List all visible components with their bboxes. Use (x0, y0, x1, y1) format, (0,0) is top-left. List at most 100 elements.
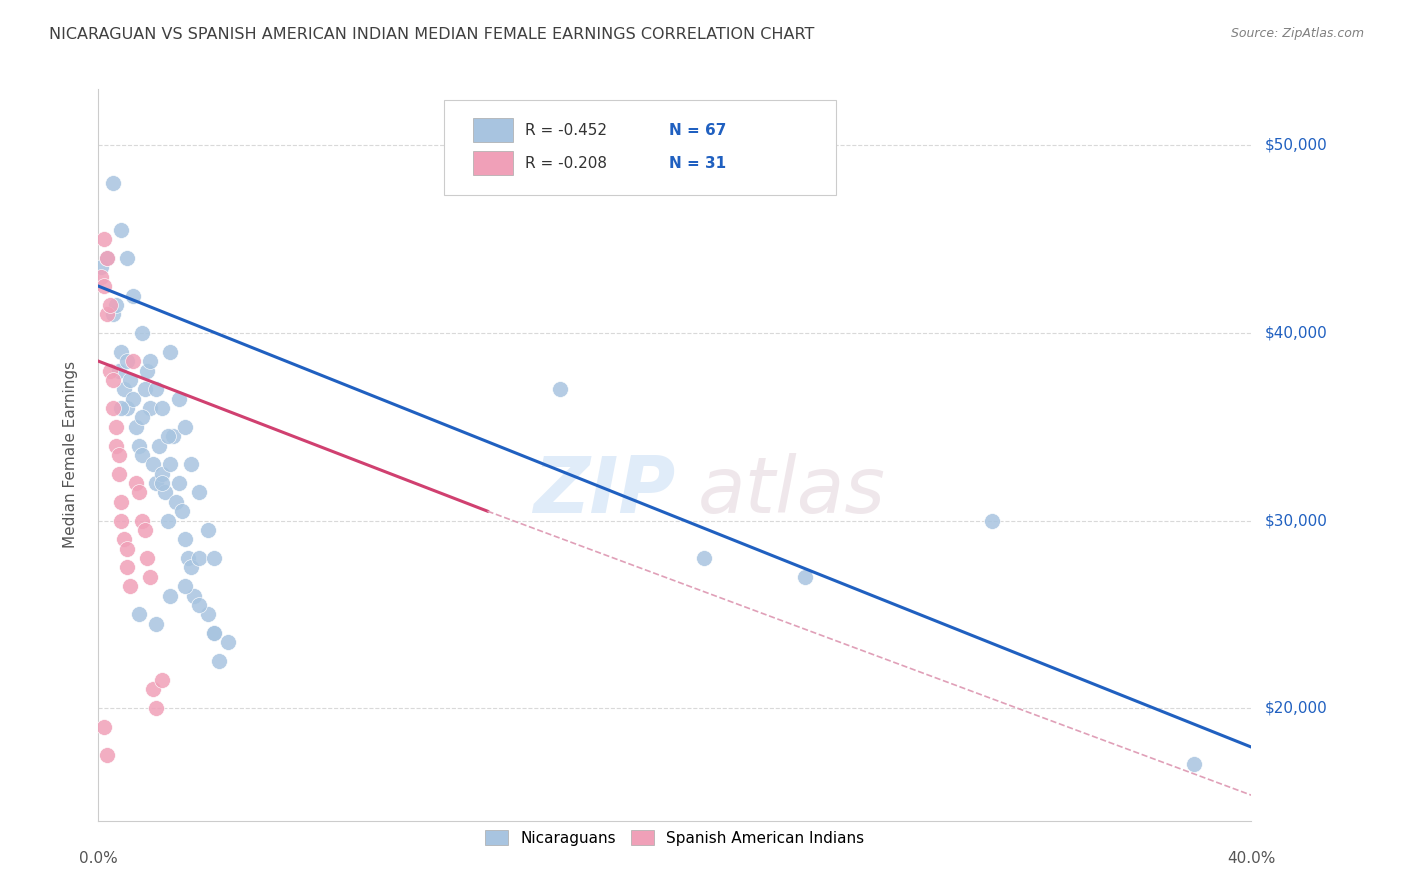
Point (150, 673, 173, 687)
Point (134, 382, 156, 396)
Point (162, 429, 184, 443)
Point (139, 401, 162, 415)
Point (183, 589, 205, 603)
Point (96, 307, 118, 321)
Point (145, 616, 167, 631)
Point (134, 523, 156, 537)
Point (177, 551, 200, 566)
Point (139, 354, 162, 368)
Text: R = -0.208: R = -0.208 (524, 155, 607, 170)
Point (150, 476, 173, 491)
Point (148, 438, 170, 452)
Point (202, 551, 225, 566)
Text: R = -0.452: R = -0.452 (524, 123, 607, 137)
Point (693, 551, 716, 566)
Point (548, 382, 571, 396)
Point (93, 720, 115, 734)
Text: 0.0%: 0.0% (79, 851, 118, 866)
Point (153, 485, 176, 500)
Point (131, 514, 153, 528)
Point (159, 344, 181, 359)
Point (145, 382, 167, 396)
Point (107, 448, 129, 462)
Text: $40,000: $40,000 (1265, 326, 1329, 341)
Point (136, 363, 159, 377)
Point (112, 533, 135, 547)
Point (93, 232, 115, 246)
Point (197, 523, 219, 537)
Point (150, 467, 173, 481)
Point (165, 495, 187, 509)
Point (117, 541, 138, 556)
Text: N = 31: N = 31 (669, 155, 727, 170)
Text: $50,000: $50,000 (1265, 138, 1329, 153)
Point (142, 458, 165, 472)
Text: NICARAGUAN VS SPANISH AMERICAN INDIAN MEDIAN FEMALE EARNINGS CORRELATION CHART: NICARAGUAN VS SPANISH AMERICAN INDIAN ME… (49, 27, 814, 42)
Point (125, 476, 148, 491)
Point (122, 354, 145, 368)
Point (793, 570, 815, 584)
Point (110, 495, 132, 509)
Point (110, 514, 132, 528)
Point (101, 373, 124, 387)
Point (981, 514, 1004, 528)
Point (188, 598, 211, 612)
Point (110, 401, 132, 415)
Point (180, 458, 202, 472)
Point (156, 514, 179, 528)
FancyBboxPatch shape (444, 100, 837, 195)
Point (101, 401, 124, 415)
Point (188, 551, 211, 566)
Point (128, 438, 150, 452)
Point (104, 438, 127, 452)
Text: ZIP: ZIP (533, 453, 675, 530)
Bar (472, 151, 513, 175)
Point (170, 504, 193, 518)
Point (180, 560, 202, 574)
Point (120, 579, 142, 593)
Y-axis label: Median Female Earnings: Median Female Earnings (63, 361, 77, 549)
Point (167, 392, 190, 406)
Point (98, 363, 121, 377)
Text: 40.0%: 40.0% (1227, 851, 1275, 866)
Point (156, 429, 179, 443)
Point (90, 260, 112, 275)
Point (202, 626, 225, 640)
Point (104, 298, 127, 312)
Point (159, 458, 181, 472)
Point (145, 476, 167, 491)
Point (128, 485, 150, 500)
Text: atlas: atlas (697, 453, 886, 530)
Point (120, 373, 142, 387)
Point (96, 251, 118, 265)
Point (101, 307, 124, 321)
Point (174, 579, 197, 593)
Point (110, 223, 132, 237)
Point (202, 626, 225, 640)
Text: $20,000: $20,000 (1265, 700, 1329, 715)
Point (110, 344, 132, 359)
Point (208, 654, 231, 668)
Text: N = 67: N = 67 (669, 123, 727, 137)
Point (112, 382, 135, 396)
Point (98, 298, 121, 312)
Point (96, 747, 118, 762)
Point (122, 288, 145, 302)
Point (104, 419, 127, 434)
Point (128, 607, 150, 622)
Point (131, 448, 153, 462)
Point (136, 551, 159, 566)
Point (139, 570, 162, 584)
Point (159, 589, 181, 603)
Point (145, 701, 167, 715)
Point (131, 326, 153, 340)
Point (117, 354, 138, 368)
Point (107, 363, 129, 377)
Point (1182, 757, 1205, 772)
Point (167, 476, 190, 491)
Point (131, 410, 153, 425)
Point (174, 419, 197, 434)
Point (117, 401, 138, 415)
Point (125, 419, 148, 434)
Point (107, 467, 129, 481)
